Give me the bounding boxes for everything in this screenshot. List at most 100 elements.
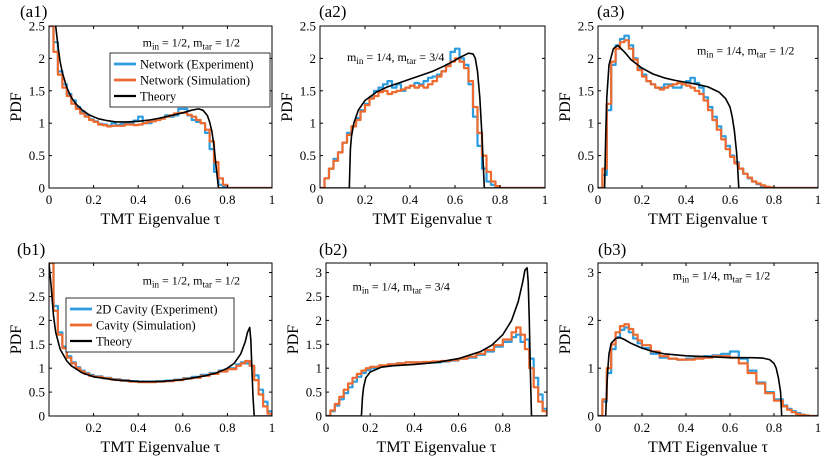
x-axis-label: TMT Eigenvalue τ — [377, 439, 497, 456]
y-tick-label: 2.5 — [578, 19, 594, 34]
experiment-series-line — [326, 333, 547, 416]
x-tick-label: 0.6 — [722, 192, 739, 207]
y-tick-label: 1.5 — [306, 337, 322, 352]
legend-entry: Network (Simulation) — [140, 74, 250, 88]
y-tick-label: 2.5 — [29, 19, 45, 34]
parameter-annotation: min = 1/4, mtar = 3/4 — [353, 279, 450, 295]
experiment-series-line — [320, 47, 545, 188]
theory-series-line — [598, 336, 818, 416]
series-group — [598, 323, 818, 416]
y-tick-label: 3 — [588, 265, 595, 280]
panel-label: (a2) — [319, 2, 346, 21]
simulation-series-line — [320, 57, 545, 188]
y-tick-label: 0 — [316, 409, 323, 424]
y-tick-label: 2 — [588, 51, 595, 66]
theory-series-line — [326, 267, 547, 416]
y-tick-label: 1 — [39, 116, 46, 131]
x-tick-label: 0 — [595, 420, 602, 435]
legend-box — [65, 297, 235, 353]
x-tick-label: 1 — [542, 192, 549, 207]
simulation-series-line — [598, 323, 818, 416]
x-tick-label: 0.2 — [634, 192, 650, 207]
theory-series-line — [320, 52, 545, 188]
x-tick-label: 0.8 — [219, 420, 235, 435]
y-tick-label: 0 — [310, 181, 317, 196]
y-tick-label: 0 — [588, 181, 595, 196]
y-axis-label: PDF — [557, 325, 574, 354]
series-group — [49, 26, 272, 188]
panel-a1: 0 0.2 0.4 0.6 0.8 1 0 0.5 1 1.5 2 2.5 TMT Eigenvalue… — [8, 2, 275, 228]
legend-entry: Cavity (Simulation) — [96, 319, 196, 333]
y-tick-label: 1.5 — [300, 83, 316, 98]
panel-a2: 0 0.2 0.4 0.6 0.8 1 0 0.5 1 1.5 2 2.5 TMT Eigenvalue… — [279, 2, 548, 228]
x-tick-label: 1 — [815, 192, 822, 207]
y-tick-label: 0.5 — [29, 148, 45, 163]
y-axis-label: PDF — [8, 325, 25, 354]
panel-b1: 0.2 0.4 0.6 0.8 1 0 0.5 1 1.5 2 2.5 3 TMT Eigenvalue… — [8, 240, 275, 456]
series-group — [326, 267, 547, 416]
parameter-annotation: min = 1/4, mtar = 3/4 — [347, 50, 444, 66]
x-axis-label: TMT Eigenvalue τ — [101, 439, 221, 456]
legend: 2D Cavity (Experiment) Cavity (Simulation… — [65, 297, 235, 353]
y-tick-label: 2.5 — [300, 19, 316, 34]
parameter-annotation: min = 1/2, mtar = 1/2 — [143, 36, 240, 52]
y-tick-label: 1 — [588, 361, 595, 376]
y-tick-label: 0.5 — [578, 148, 594, 163]
x-tick-label: 0.2 — [85, 420, 101, 435]
panel-label: (b1) — [17, 240, 45, 259]
x-tick-label: 0.6 — [175, 192, 192, 207]
panel-label: (a1) — [20, 2, 47, 21]
theory-series-line — [49, 263, 272, 416]
y-axis-label: PDF — [285, 325, 302, 354]
plot-frame — [48, 25, 273, 189]
y-tick-label: 0 — [39, 181, 46, 196]
x-tick-label: 1 — [815, 420, 822, 435]
y-tick-label: 1 — [310, 116, 317, 131]
y-tick-label: 2.5 — [29, 289, 45, 304]
legend-entry: 2D Cavity (Experiment) — [96, 303, 218, 317]
y-tick-label: 1 — [588, 116, 595, 131]
panel-b2: 0 0.2 0.4 0.6 0.8 0 0.5 1 1.5 2 2.5 3 TMT Eigenvalue… — [285, 240, 548, 456]
y-axis-label: PDF — [557, 92, 574, 121]
y-axis-label: PDF — [8, 92, 25, 121]
x-tick-label: 0.2 — [362, 420, 378, 435]
panel-label: (a3) — [597, 2, 624, 21]
x-tick-label: 0.8 — [766, 420, 782, 435]
panel-label: (b3) — [598, 240, 626, 259]
x-axis-label: TMT Eigenvalue τ — [648, 439, 768, 456]
legend: Network (Experiment) Network (Simulation)… — [109, 52, 271, 108]
x-axis-label: TMT Eigenvalue τ — [373, 211, 493, 228]
plot-frame — [48, 262, 273, 417]
x-tick-label: 0.4 — [130, 192, 147, 207]
parameter-annotation: min = 1/4, mtar = 1/2 — [673, 269, 770, 285]
plot-frame — [597, 25, 819, 189]
x-tick-label: 0.8 — [492, 192, 508, 207]
y-tick-label: 2 — [310, 51, 317, 66]
y-tick-label: 0 — [588, 409, 595, 424]
y-tick-label: 1.5 — [578, 83, 594, 98]
y-tick-label: 1.5 — [29, 337, 45, 352]
theory-series-line — [54, 26, 272, 188]
y-tick-label: 2 — [39, 51, 46, 66]
x-tick-label: 0.2 — [634, 420, 650, 435]
parameter-annotation: min = 1/4, mtar = 1/2 — [697, 44, 794, 60]
y-tick-label: 0.5 — [306, 385, 322, 400]
panel-a3: 0 0.2 0.4 0.6 0.8 1 0 0.5 1 1.5 2 2.5 TMT Eigenvalue… — [557, 2, 821, 228]
y-tick-label: 1 — [316, 361, 323, 376]
series-group — [49, 263, 272, 416]
x-tick-label: 0.2 — [85, 192, 101, 207]
panel-label: (b2) — [319, 240, 347, 259]
x-tick-label: 0.6 — [447, 192, 464, 207]
y-axis-label: PDF — [279, 92, 296, 121]
x-tick-label: 0.2 — [357, 192, 373, 207]
parameter-annotation: min = 1/2, mtar = 1/2 — [143, 273, 240, 289]
x-tick-label: 0.4 — [130, 420, 147, 435]
x-tick-label: 1 — [269, 192, 276, 207]
x-tick-label: 0 — [595, 192, 602, 207]
y-tick-label: 0 — [39, 409, 46, 424]
y-tick-label: 3 — [316, 265, 323, 280]
experiment-series-line — [598, 326, 818, 416]
y-tick-label: 3 — [39, 265, 46, 280]
x-tick-label: 0.6 — [722, 420, 739, 435]
